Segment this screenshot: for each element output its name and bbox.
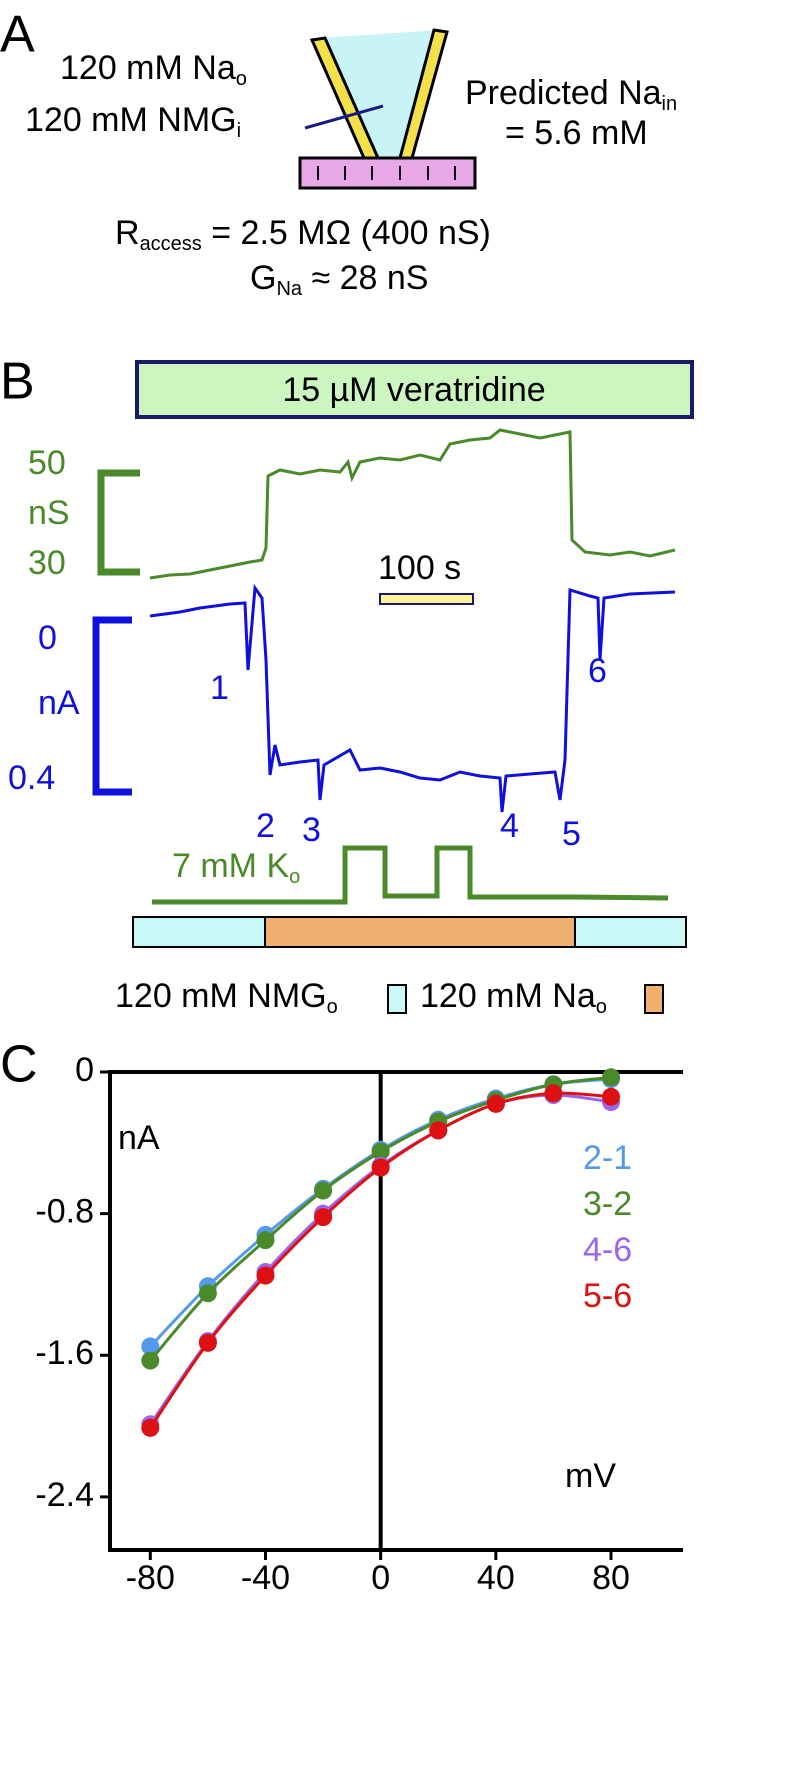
data-point xyxy=(429,1121,448,1140)
cell-marks xyxy=(317,166,456,180)
pointer xyxy=(304,104,384,130)
marker-label: 2 xyxy=(256,807,275,845)
scale-label: 30 xyxy=(28,544,66,582)
drug-label: 15 µM veratridine xyxy=(282,371,545,409)
text: Predicted Na xyxy=(465,74,662,112)
data-point xyxy=(314,1181,333,1200)
data-point xyxy=(198,1333,217,1352)
sub: Na xyxy=(276,278,302,300)
text: 7 mM K xyxy=(172,847,289,885)
scale-unit: nS xyxy=(28,494,70,532)
data-point xyxy=(602,1087,621,1106)
y-axis-label: nA xyxy=(118,1119,160,1157)
x-axis-label: mV xyxy=(565,1457,616,1495)
data-point xyxy=(544,1084,563,1103)
sub: o xyxy=(289,866,300,888)
data-point xyxy=(256,1266,275,1285)
legend-entry: 3-2 xyxy=(583,1185,632,1223)
scale-label: 0.4 xyxy=(8,759,55,797)
text: 120 mM Na xyxy=(420,977,596,1015)
text: ≈ 28 nS xyxy=(302,259,428,297)
y-tick-label: 0 xyxy=(75,1051,94,1089)
axis-frame xyxy=(108,1070,683,1552)
marker-label: 4 xyxy=(500,807,519,845)
data-point xyxy=(602,1068,621,1087)
text: 120 mM Na xyxy=(60,49,236,87)
predicted-value: = 5.6 mM xyxy=(505,114,648,152)
legend-entry: 4-6 xyxy=(583,1231,632,1269)
text: = 2.5 MΩ (400 nS) xyxy=(202,214,491,252)
nmg-bar xyxy=(132,916,266,948)
legend-swatch xyxy=(387,984,407,1014)
x-tick-label: -40 xyxy=(241,1559,290,1597)
data-point xyxy=(486,1094,505,1113)
x-tick-label: -80 xyxy=(126,1559,175,1597)
k-trace xyxy=(152,845,669,905)
marker-label: 1 xyxy=(210,669,229,707)
k-label: 7 mM Ko xyxy=(172,847,300,888)
sub: access xyxy=(140,233,202,255)
y-tick-label: -0.8 xyxy=(35,1193,94,1231)
scale-label: 0 xyxy=(38,619,57,657)
scale-bracket xyxy=(97,469,140,576)
nmg-legend: 120 mM NMGo xyxy=(115,977,338,1018)
data-point xyxy=(371,1158,390,1177)
scale-bracket xyxy=(92,616,132,796)
scale-label: 50 xyxy=(28,444,66,482)
data-point xyxy=(371,1142,390,1161)
x-tick-label: 0 xyxy=(371,1559,390,1597)
data-point xyxy=(141,1351,160,1370)
current-trace xyxy=(149,583,676,813)
access-label: Raccess = 2.5 MΩ (400 nS) xyxy=(115,214,491,255)
sub: o xyxy=(596,996,607,1018)
sub: o xyxy=(236,68,247,90)
na-out-label: 120 mM Nao xyxy=(60,49,247,90)
panel-label: C xyxy=(0,1036,38,1094)
data-point xyxy=(141,1418,160,1437)
y-tick-label: -1.6 xyxy=(35,1334,94,1372)
data-point xyxy=(141,1337,160,1356)
sub: in xyxy=(662,93,678,115)
marker-label: 3 xyxy=(302,811,321,849)
cell xyxy=(298,156,477,190)
legend-entry: 2-1 xyxy=(583,1139,632,1177)
conductance-trace xyxy=(149,428,676,580)
nmg-in-label: 120 mM NMGi xyxy=(25,101,241,142)
text: 120 mM NMG xyxy=(25,101,237,139)
panel-label: B xyxy=(0,353,35,411)
x-tick-label: 80 xyxy=(592,1559,630,1597)
text: 120 mM NMG xyxy=(115,977,327,1015)
marker-label: 5 xyxy=(562,815,581,853)
text: R xyxy=(115,214,140,252)
text: G xyxy=(250,259,276,297)
predicted-label: Predicted Nain xyxy=(465,74,677,115)
na-legend: 120 mM Nao xyxy=(420,977,607,1018)
drug-bar xyxy=(135,360,694,419)
sub: i xyxy=(237,120,241,142)
time-scale-label: 100 s xyxy=(378,549,461,587)
data-point xyxy=(256,1231,275,1250)
legend-entry: 5-6 xyxy=(583,1277,632,1315)
data-point xyxy=(198,1284,217,1303)
x-tick-label: 40 xyxy=(477,1559,515,1597)
scale-unit: nA xyxy=(38,684,80,722)
time-scale-bar xyxy=(379,593,474,605)
sub: o xyxy=(327,996,338,1018)
nmg-bar xyxy=(574,916,687,948)
marker-label: 6 xyxy=(588,652,607,690)
y-tick-label: -2.4 xyxy=(35,1476,94,1514)
panel-label: A xyxy=(0,6,35,64)
legend-swatch xyxy=(644,984,664,1014)
na-bar xyxy=(264,916,576,948)
data-point xyxy=(314,1208,333,1227)
gna-label: GNa ≈ 28 nS xyxy=(250,259,428,300)
